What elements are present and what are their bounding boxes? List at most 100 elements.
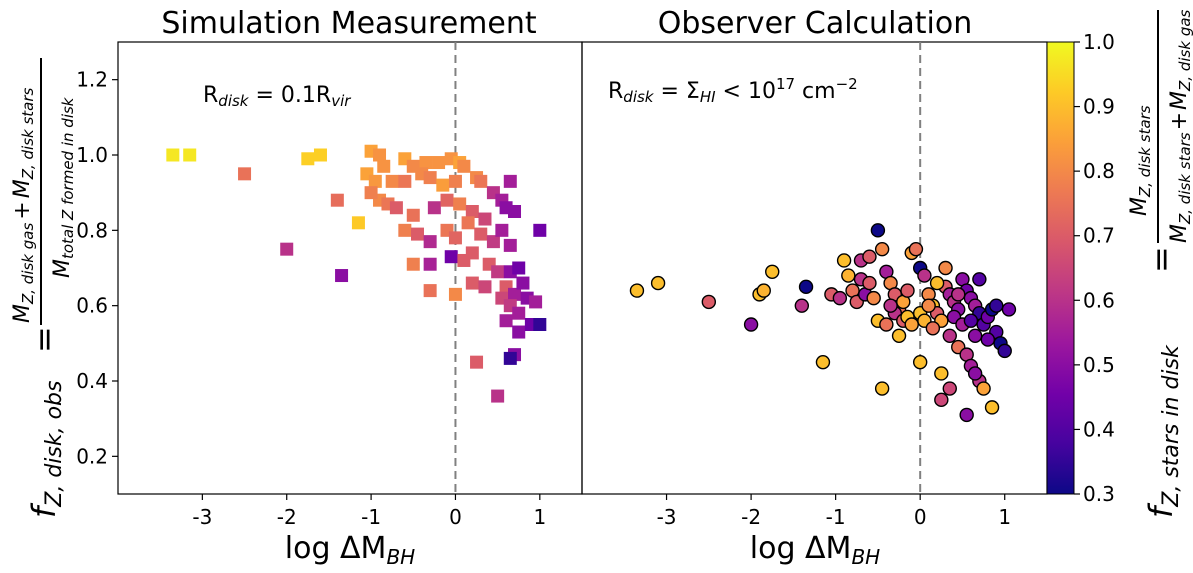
circle-data-point [874,241,890,257]
square-data-point [474,174,488,188]
ylabel-num-plus: + [10,201,35,219]
square-data-point [335,269,349,283]
cblabel-numerator: MZ, disk stars [1127,105,1154,216]
ylabel-denominator: Mtotal Z formed in disk [50,96,77,278]
square-data-point [406,257,420,271]
circle-data-point [1001,302,1017,317]
square-data-point [512,306,526,320]
colorbar-tick-label: 0.7 [1083,224,1115,248]
square-data-point [478,280,492,294]
square-data-point [512,261,526,275]
cblabel-num-m: M [1127,197,1152,216]
square-data-point [301,152,315,166]
square-data-point [436,178,450,192]
circle-data-point [841,268,856,283]
colorbar-tick-label: 0.3 [1083,482,1115,506]
square-data-point [491,389,505,403]
square-data-point [448,287,462,301]
circle-data-point [925,321,941,336]
square-data-point [238,167,252,181]
square-data-point [385,174,399,188]
cblabel-den-s2: Z, disk gas [1176,9,1193,91]
square-data-point [398,223,412,237]
square-data-point [423,171,437,185]
square-data-point [444,250,458,264]
y-tick-label: 0.2 [76,444,108,468]
square-data-point [465,246,479,260]
left-annotation: Rdisk = 0.1Rvir [203,83,351,110]
square-data-point [389,201,403,215]
left-y-axis-label: fZ, disk, obs = MZ, disk gas+MZ, disk st… [10,58,77,518]
circle-data-point [650,275,666,291]
square-data-point [491,265,505,279]
circle-data-point [917,268,932,283]
y-tick-label: 1.2 [76,68,108,92]
right-x-axis: -3 -2 -1 0 1 [657,494,1011,529]
circle-data-point [967,328,983,343]
right-annotation-sub2: HI [700,88,716,106]
circle-data-point [883,298,898,313]
circle-data-point [997,343,1012,359]
square-data-point [423,235,437,249]
square-data-point [351,216,365,230]
left-x-axis-label: log ΔMBH [285,531,415,569]
left-x-tick-label: 0 [449,505,462,529]
right-scatter-series [629,223,1017,423]
circle-data-point [701,294,717,310]
left-x-tick-label: -1 [361,505,381,529]
right-plot-area [581,41,1048,495]
circle-data-point [874,381,890,396]
circle-data-point [942,328,957,343]
ylabel-equals: = [25,326,63,353]
square-data-point [503,351,517,365]
circle-data-point [629,283,645,298]
colorbar-label: fZ, stars in disk = MZ, disk stars MZ, d… [1127,9,1193,518]
square-data-point [465,276,479,290]
circle-data-point [891,328,907,343]
circle-data-point [756,283,771,298]
circle-data-point [765,264,780,279]
square-data-point [516,276,530,290]
circle-data-point [908,241,924,257]
ylabel-numerator: MZ, disk gas+MZ, disk stars [10,87,37,323]
circle-data-point [963,313,979,328]
square-data-point [368,174,382,188]
circle-data-point [972,272,987,287]
square-data-point [410,227,424,241]
square-data-point [427,201,441,215]
cblabel-den-m2: M [1167,91,1192,110]
left-annotation-base: R [203,83,218,108]
square-data-point [478,212,492,226]
square-data-point [457,159,471,173]
right-x-tick-label: -1 [826,505,846,529]
ylabel-den-m: M [50,259,75,278]
right-annotation-sub: disk [623,88,655,106]
ylabel-den-s: total Z formed in disk [59,96,77,259]
square-data-point [508,287,522,301]
right-annotation-mid: = Σ [654,79,700,104]
circle-data-point [929,275,945,291]
circle-data-point [951,287,966,302]
ylabel-lhs-sub: Z, disk, obs [42,381,67,508]
square-data-point [508,205,522,218]
circle-data-point [743,317,759,332]
square-data-point [448,174,462,188]
ylabel-lhs: fZ, disk, obs [25,381,67,518]
square-data-point [419,156,433,170]
right-annotation-mid3: cm [795,79,836,104]
circle-data-point [862,275,877,291]
ylabel-num-m1: M [10,304,35,323]
circle-data-point [976,381,991,396]
right-panel-title: Observer Calculation [658,6,973,41]
circle-data-point [904,317,919,332]
left-x-axis: -3 -2 -1 0 1 [192,494,546,529]
circle-data-point [984,400,1000,415]
circle-data-point [921,298,936,313]
circle-data-point [980,332,996,347]
circle-data-point [836,253,852,268]
circle-data-point [912,354,928,370]
circle-data-point [967,366,983,381]
square-data-point [398,174,412,188]
colorbar-tick-label: 0.8 [1083,159,1115,183]
